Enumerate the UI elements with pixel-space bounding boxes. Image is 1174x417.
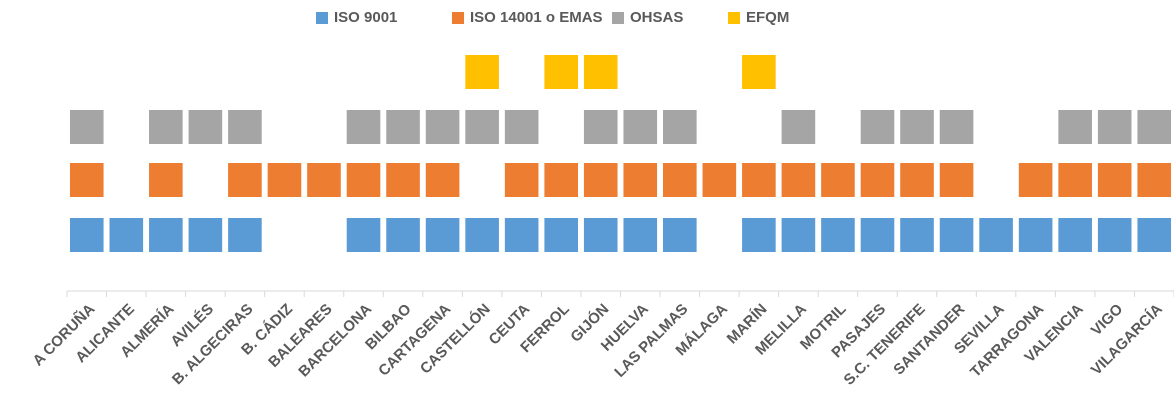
marker [465, 218, 499, 252]
marker [149, 163, 183, 197]
marker [465, 55, 499, 89]
marker [1097, 218, 1132, 252]
marker [663, 110, 697, 144]
marker [544, 163, 578, 197]
marker [346, 163, 381, 197]
marker [504, 218, 539, 252]
marker [544, 55, 578, 89]
marker [900, 218, 934, 252]
marker [583, 218, 618, 252]
marker [386, 163, 420, 197]
marker [583, 55, 618, 89]
marker [228, 163, 262, 197]
marker [583, 163, 618, 197]
marker [228, 218, 262, 252]
marker [1058, 163, 1092, 197]
marker [504, 110, 539, 144]
marker [742, 55, 776, 89]
marker [939, 218, 974, 252]
marker [386, 218, 420, 252]
marker [939, 163, 974, 197]
marker [544, 218, 578, 252]
marker [425, 163, 460, 197]
marker [663, 218, 697, 252]
marker [900, 163, 934, 197]
marker [425, 110, 460, 144]
marker [69, 163, 104, 197]
marker [781, 163, 816, 197]
legend-label: ISO 9001 [334, 9, 397, 26]
marker [188, 110, 223, 144]
marker [860, 110, 895, 144]
marker [939, 110, 974, 144]
x-tick-label: VILAGARCÍA [1088, 301, 1166, 379]
marker [742, 218, 776, 252]
legend-swatch [452, 12, 464, 24]
marker [583, 110, 618, 144]
marker [425, 218, 460, 252]
legend-swatch [728, 12, 740, 24]
legend-label: ISO 14001 o EMAS [470, 9, 603, 26]
marker [346, 218, 381, 252]
marker [623, 163, 658, 197]
marker [1097, 110, 1132, 144]
marker [860, 163, 895, 197]
marker [386, 110, 420, 144]
marker [1018, 163, 1053, 197]
marker [109, 218, 144, 252]
marker [504, 163, 539, 197]
marker [465, 110, 499, 144]
marker [1137, 163, 1172, 197]
marker [1058, 218, 1092, 252]
marker [149, 218, 183, 252]
marker [900, 110, 934, 144]
marker [1097, 163, 1132, 197]
legend-swatch [612, 12, 624, 24]
legend-label: OHSAS [630, 9, 683, 26]
marker [1137, 218, 1172, 252]
marker [346, 110, 381, 144]
marker [1018, 218, 1053, 252]
marker [742, 163, 776, 197]
marker [781, 110, 816, 144]
marker [69, 110, 104, 144]
marker [267, 163, 302, 197]
marker [979, 218, 1013, 252]
marker [228, 110, 262, 144]
marker [188, 218, 223, 252]
legend-label: EFQM [746, 9, 789, 26]
marker [623, 218, 658, 252]
marker [623, 110, 658, 144]
marker [1137, 110, 1172, 144]
marker [702, 163, 737, 197]
marker [1058, 110, 1092, 144]
marker [781, 218, 816, 252]
marker [663, 163, 697, 197]
marker [69, 218, 104, 252]
marker [821, 163, 855, 197]
marker [821, 218, 855, 252]
marker [149, 110, 183, 144]
legend-swatch [316, 12, 328, 24]
marker [860, 218, 895, 252]
marker [307, 163, 341, 197]
